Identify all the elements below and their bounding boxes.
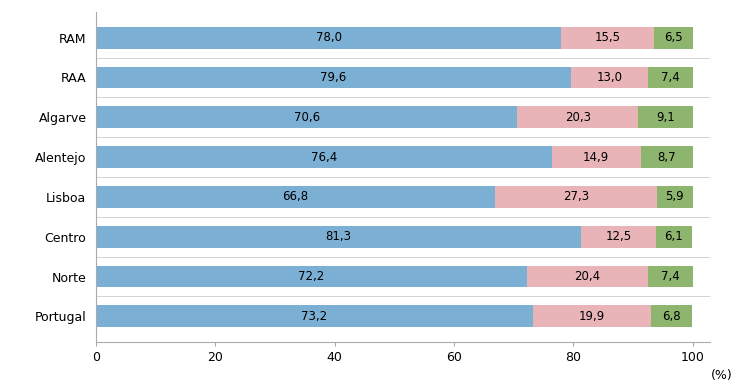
Bar	[96, 305, 533, 327]
Text: 6,8: 6,8	[662, 310, 681, 323]
Bar	[657, 186, 693, 208]
Bar	[96, 106, 517, 128]
Text: 9,1: 9,1	[656, 111, 675, 124]
Bar	[494, 186, 657, 208]
Text: 7,4: 7,4	[661, 71, 680, 84]
Bar	[96, 67, 571, 88]
Text: 15,5: 15,5	[594, 31, 621, 44]
Bar	[641, 146, 693, 168]
Text: 76,4: 76,4	[311, 151, 337, 164]
Bar	[651, 305, 692, 327]
Text: 79,6: 79,6	[320, 71, 346, 84]
Text: 8,7: 8,7	[657, 151, 676, 164]
Bar	[96, 27, 562, 49]
Text: 27,3: 27,3	[563, 190, 589, 203]
Text: 14,9: 14,9	[583, 151, 609, 164]
Text: 78,0: 78,0	[316, 31, 342, 44]
Bar	[96, 266, 527, 287]
Bar	[638, 106, 693, 128]
Text: 66,8: 66,8	[282, 190, 309, 203]
Text: 72,2: 72,2	[298, 270, 325, 283]
Text: 20,3: 20,3	[565, 111, 591, 124]
Bar	[96, 186, 494, 208]
Text: (%): (%)	[710, 369, 732, 382]
Bar	[517, 106, 638, 128]
Bar	[648, 67, 693, 88]
Bar	[96, 226, 581, 248]
Text: 20,4: 20,4	[574, 270, 601, 283]
Text: 73,2: 73,2	[301, 310, 328, 323]
Text: 6,1: 6,1	[665, 230, 683, 243]
Text: 6,5: 6,5	[664, 31, 682, 44]
Text: 19,9: 19,9	[579, 310, 605, 323]
Text: 13,0: 13,0	[596, 71, 622, 84]
Bar	[562, 27, 653, 49]
Text: 81,3: 81,3	[326, 230, 352, 243]
Text: 12,5: 12,5	[605, 230, 631, 243]
Bar	[653, 27, 693, 49]
Bar	[533, 305, 651, 327]
Bar	[656, 226, 692, 248]
Bar	[571, 67, 648, 88]
Text: 7,4: 7,4	[661, 270, 680, 283]
Bar	[581, 226, 656, 248]
Text: 70,6: 70,6	[294, 111, 320, 124]
Bar	[552, 146, 641, 168]
Bar	[96, 146, 552, 168]
Bar	[527, 266, 648, 287]
Bar	[648, 266, 693, 287]
Text: 5,9: 5,9	[665, 190, 684, 203]
